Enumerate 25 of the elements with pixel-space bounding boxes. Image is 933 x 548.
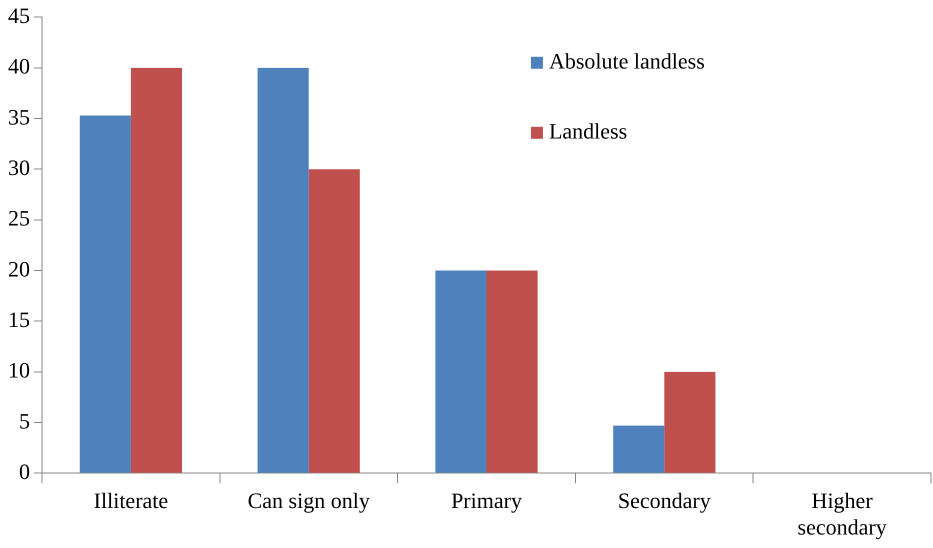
bar [664,372,716,473]
legend-label: Absolute landless [548,48,705,74]
bar [486,270,538,473]
y-tick-label: 20 [8,256,30,282]
legend-label: Landless [548,118,628,144]
bar [308,169,360,473]
x-tick-label: Higher secondary [798,488,887,540]
bar [80,115,131,473]
x-tick-label: Can sign only [248,488,370,514]
bar [130,68,182,473]
y-tick-label: 0 [19,458,30,484]
bar [613,426,664,473]
x-tick-label: Illiterate [94,488,168,514]
x-tick-label: Secondary [618,488,711,514]
y-tick-label: 10 [8,358,30,383]
x-tick-label: Primary [451,488,522,514]
y-tick-label: 15 [8,306,30,332]
y-tick-label: 45 [8,2,30,28]
y-tick-label: 30 [8,154,30,180]
y-tick-label: 35 [8,104,30,130]
y-tick-label: 40 [8,54,30,79]
bar [435,270,486,473]
bar [258,68,309,473]
y-tick-label: 25 [8,206,30,231]
y-tick-label: 5 [19,408,30,434]
